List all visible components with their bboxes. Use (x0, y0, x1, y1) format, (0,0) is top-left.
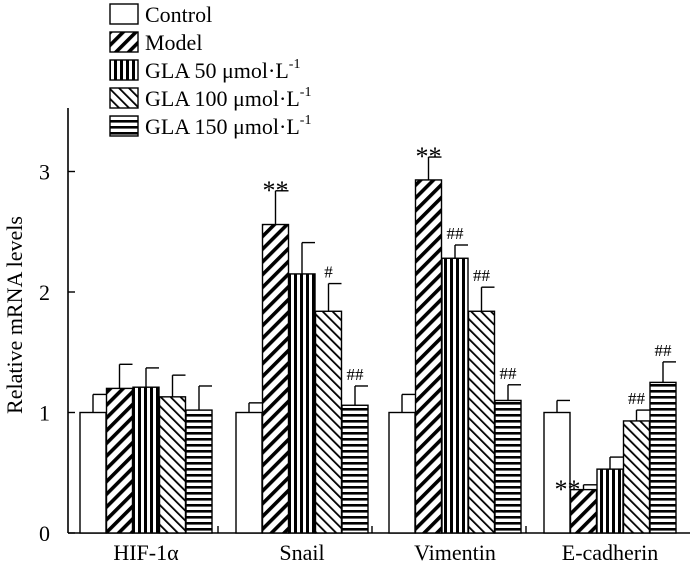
bar (235, 411, 263, 534)
bar (79, 411, 107, 534)
bar (622, 420, 651, 534)
y-tick-label: 2 (39, 280, 50, 305)
legend-label: Control (145, 2, 212, 27)
legend-swatch (109, 3, 139, 25)
legend-swatch (109, 31, 139, 53)
legend-swatch (109, 87, 139, 109)
y-axis-label: Relative mRNA levels (2, 216, 27, 414)
bar (132, 386, 160, 534)
legend-label: GLA 50 μmol·L-1 (145, 57, 300, 83)
bar (158, 396, 187, 534)
bar (261, 223, 290, 534)
bar (388, 411, 416, 534)
category-label: Snail (279, 540, 324, 562)
bar (341, 404, 369, 534)
bar (314, 310, 343, 534)
category-label: HIF-1α (113, 540, 179, 562)
legend-series-name: Model (145, 30, 202, 55)
bar (494, 399, 522, 534)
bars: HIF-1α Snail**###Vimentin**######E-cadher… (79, 142, 677, 562)
legend-unit: μmol·L (217, 58, 289, 83)
bar (543, 411, 571, 534)
legend-series-name: GLA 50 (145, 58, 217, 83)
legend-series-name: GLA 150 (145, 114, 228, 139)
bar (467, 310, 496, 534)
y-tick-label: 3 (39, 160, 50, 185)
significance-label: ** (416, 142, 442, 171)
legend-label: Model (145, 30, 202, 55)
bar (441, 257, 469, 534)
significance-label: ## (655, 341, 673, 360)
legend-series-name: Control (145, 2, 212, 27)
significance-label: ** (263, 176, 289, 205)
legend-unit: μmol·L (228, 86, 300, 111)
bar (596, 468, 624, 534)
legend-unit-superscript: -1 (300, 85, 312, 100)
bar (414, 179, 443, 534)
legend-series-name: GLA 100 (145, 86, 228, 111)
category-label: E-cadherin (562, 540, 659, 562)
significance-label: ## (347, 365, 365, 384)
category-label: Vimentin (414, 540, 496, 562)
significance-label: # (324, 263, 333, 282)
significance-label: ## (500, 364, 518, 383)
legend-swatch (109, 115, 139, 137)
y-tick-label: 0 (39, 521, 50, 546)
y-tick-label: 1 (39, 401, 50, 426)
bar (105, 387, 134, 534)
legend-label: GLA 100 μmol·L-1 (145, 85, 311, 111)
legend-unit-superscript: -1 (300, 113, 312, 128)
significance-label: ## (628, 389, 646, 408)
legend-unit: μmol·L (228, 114, 300, 139)
significance-label: ## (473, 266, 491, 285)
legend-swatch (109, 59, 139, 81)
bar (288, 273, 316, 534)
bar (185, 409, 213, 534)
legend-label: GLA 150 μmol·L-1 (145, 113, 311, 139)
significance-label: ** (555, 475, 581, 504)
significance-label: ## (447, 224, 465, 243)
bar (649, 381, 677, 534)
legend-unit-superscript: -1 (289, 57, 301, 72)
